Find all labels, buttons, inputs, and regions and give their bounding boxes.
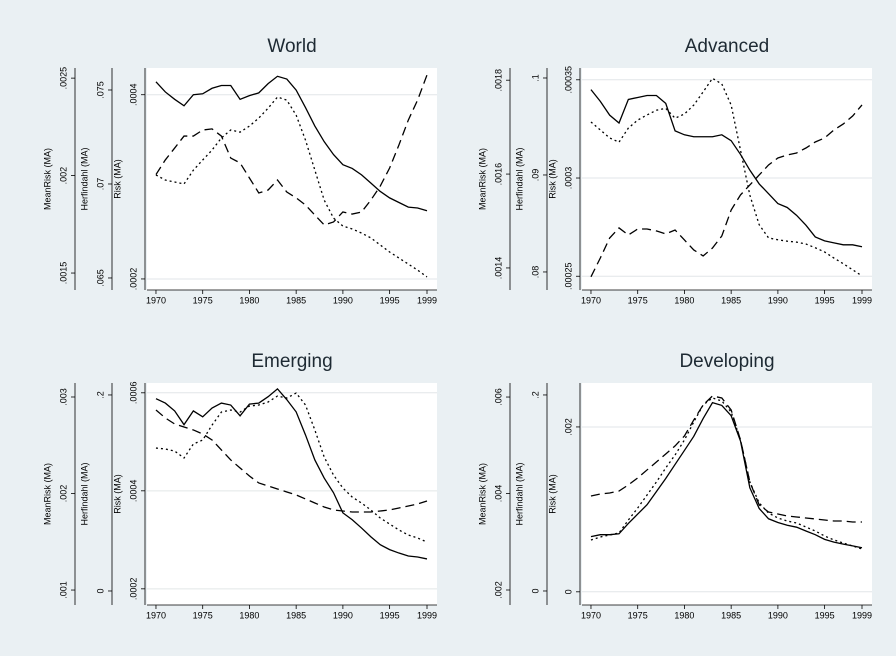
panel-title: Developing [679, 351, 774, 372]
y-axis-title: Risk (MA) [112, 159, 122, 199]
x-tick-label: 1970 [146, 295, 166, 305]
y-axis-title: Herfindahl (MA) [79, 462, 89, 525]
y-tick-label: 0 [530, 588, 540, 593]
y-tick-label: .2 [530, 391, 540, 399]
x-tick-label: 1990 [768, 295, 788, 305]
y-tick-label: .09 [530, 169, 540, 182]
panel-title: Emerging [251, 351, 332, 372]
y-tick-label: 0 [563, 589, 573, 594]
y-tick-label: .065 [95, 269, 105, 287]
y-tick-label: .001 [58, 581, 68, 599]
x-tick-label: 1980 [674, 610, 694, 620]
x-tick-label: 1985 [286, 610, 306, 620]
plot-area [147, 68, 437, 290]
y-axis-title: MeanRisk (MA) [477, 148, 487, 210]
y-tick-label: .002 [493, 581, 503, 599]
x-tick-label: 1995 [380, 610, 400, 620]
y-tick-label: 0 [95, 588, 105, 593]
y-tick-label: .0004 [128, 83, 138, 106]
y-axis-title: Herfindahl (MA) [514, 147, 524, 210]
y-tick-label: .0025 [58, 67, 68, 90]
x-tick-label: 1990 [768, 610, 788, 620]
x-tick-label: 1990 [333, 295, 353, 305]
y-axis-title: MeanRisk (MA) [42, 463, 52, 525]
x-tick-label: 1975 [193, 295, 213, 305]
panel-title: World [267, 36, 316, 57]
y-tick-label: .002 [58, 485, 68, 503]
series-line [155, 409, 428, 513]
x-tick-label: 1990 [333, 610, 353, 620]
y-tick-label: .1 [530, 74, 540, 82]
x-tick-label: 1980 [239, 610, 259, 620]
x-tick-label: 1980 [239, 295, 259, 305]
y-tick-label: .2 [95, 391, 105, 399]
y-tick-label: .0016 [493, 163, 503, 186]
series-line [590, 395, 862, 523]
x-tick-label: 1999 [417, 610, 437, 620]
y-tick-label: .002 [563, 418, 573, 436]
y-tick-label: .004 [493, 485, 503, 503]
series-line [155, 96, 428, 278]
y-axis-title: MeanRisk (MA) [477, 463, 487, 525]
plot-area [582, 383, 872, 605]
plot-area [582, 68, 872, 290]
series-line [155, 75, 428, 212]
x-tick-label: 1980 [674, 295, 694, 305]
series-line [155, 392, 428, 543]
y-tick-label: .075 [95, 81, 105, 99]
panel-title: Advanced [685, 36, 770, 57]
x-tick-label: 1999 [852, 295, 872, 305]
y-axis-title: MeanRisk (MA) [42, 148, 52, 210]
y-tick-label: .0002 [128, 268, 138, 291]
series-line [590, 89, 863, 248]
y-tick-label: .08 [530, 266, 540, 279]
y-axis-title: Risk (MA) [112, 474, 122, 514]
x-tick-label: 1995 [380, 295, 400, 305]
y-axis-title: Herfindahl (MA) [79, 147, 89, 210]
series-line [590, 77, 863, 277]
series-line [590, 401, 863, 549]
y-tick-label: .0002 [128, 578, 138, 601]
x-tick-label: 1975 [193, 610, 213, 620]
x-tick-label: 1985 [721, 295, 741, 305]
y-axis-title: Risk (MA) [547, 474, 557, 514]
x-tick-label: 1995 [815, 295, 835, 305]
y-tick-label: .0006 [128, 382, 138, 405]
x-tick-label: 1999 [852, 610, 872, 620]
y-tick-label: .0004 [128, 480, 138, 503]
x-tick-label: 1970 [146, 610, 166, 620]
series-line [155, 387, 428, 560]
x-tick-label: 1995 [815, 610, 835, 620]
y-tick-label: .006 [493, 388, 503, 406]
series-line [155, 74, 428, 226]
y-tick-label: .00025 [563, 262, 573, 290]
y-tick-label: .0014 [493, 257, 503, 280]
x-tick-label: 1970 [581, 610, 601, 620]
y-tick-label: .0018 [493, 69, 503, 92]
x-tick-label: 1985 [721, 610, 741, 620]
y-tick-label: .0003 [563, 167, 573, 190]
x-tick-label: 1975 [628, 610, 648, 620]
y-tick-label: .003 [58, 388, 68, 406]
series-line [590, 104, 863, 278]
x-tick-label: 1975 [628, 295, 648, 305]
y-tick-label: .0015 [58, 262, 68, 285]
x-tick-label: 1970 [581, 295, 601, 305]
x-tick-label: 1985 [286, 295, 306, 305]
y-tick-label: .00035 [563, 66, 573, 94]
y-tick-label: .07 [95, 178, 105, 191]
y-tick-label: .002 [58, 167, 68, 185]
y-axis-title: Risk (MA) [547, 159, 557, 199]
y-axis-title: Herfindahl (MA) [514, 462, 524, 525]
series-line [590, 397, 863, 550]
x-tick-label: 1999 [417, 295, 437, 305]
